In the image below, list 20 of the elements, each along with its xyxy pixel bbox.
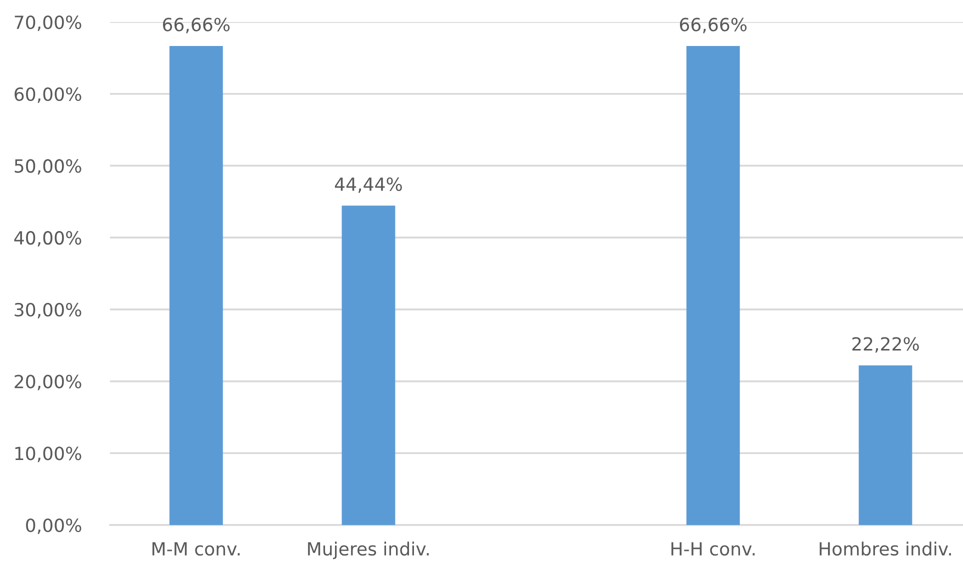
y-tick-label: 70,00%: [14, 15, 82, 31]
y-tick-label: 10,00%: [15, 446, 82, 462]
data-label: 66,66%: [163, 18, 230, 34]
data-label: 44,44%: [334, 177, 402, 193]
y-tick-label: 20,00%: [14, 374, 82, 390]
y-tick-label: 30,00%: [14, 302, 82, 318]
x-tick-label: M-M conv.: [152, 542, 240, 556]
bar: [686, 46, 740, 525]
x-tick-label: Mujeres indiv.: [308, 542, 429, 560]
y-tick-label: 40,00%: [14, 231, 82, 247]
bar: [169, 46, 223, 525]
data-label: 66,66%: [680, 18, 747, 34]
y-tick-label: 0,00%: [26, 518, 82, 534]
data-label: 22,22%: [852, 337, 919, 353]
y-tick-label: 60,00%: [14, 87, 82, 103]
bar: [342, 206, 396, 525]
x-tick-label: Hombres indiv.: [820, 542, 951, 556]
y-tick-label: 50,00%: [14, 159, 82, 175]
x-tick-label: H-H conv.: [671, 542, 755, 556]
bar: [858, 365, 912, 525]
